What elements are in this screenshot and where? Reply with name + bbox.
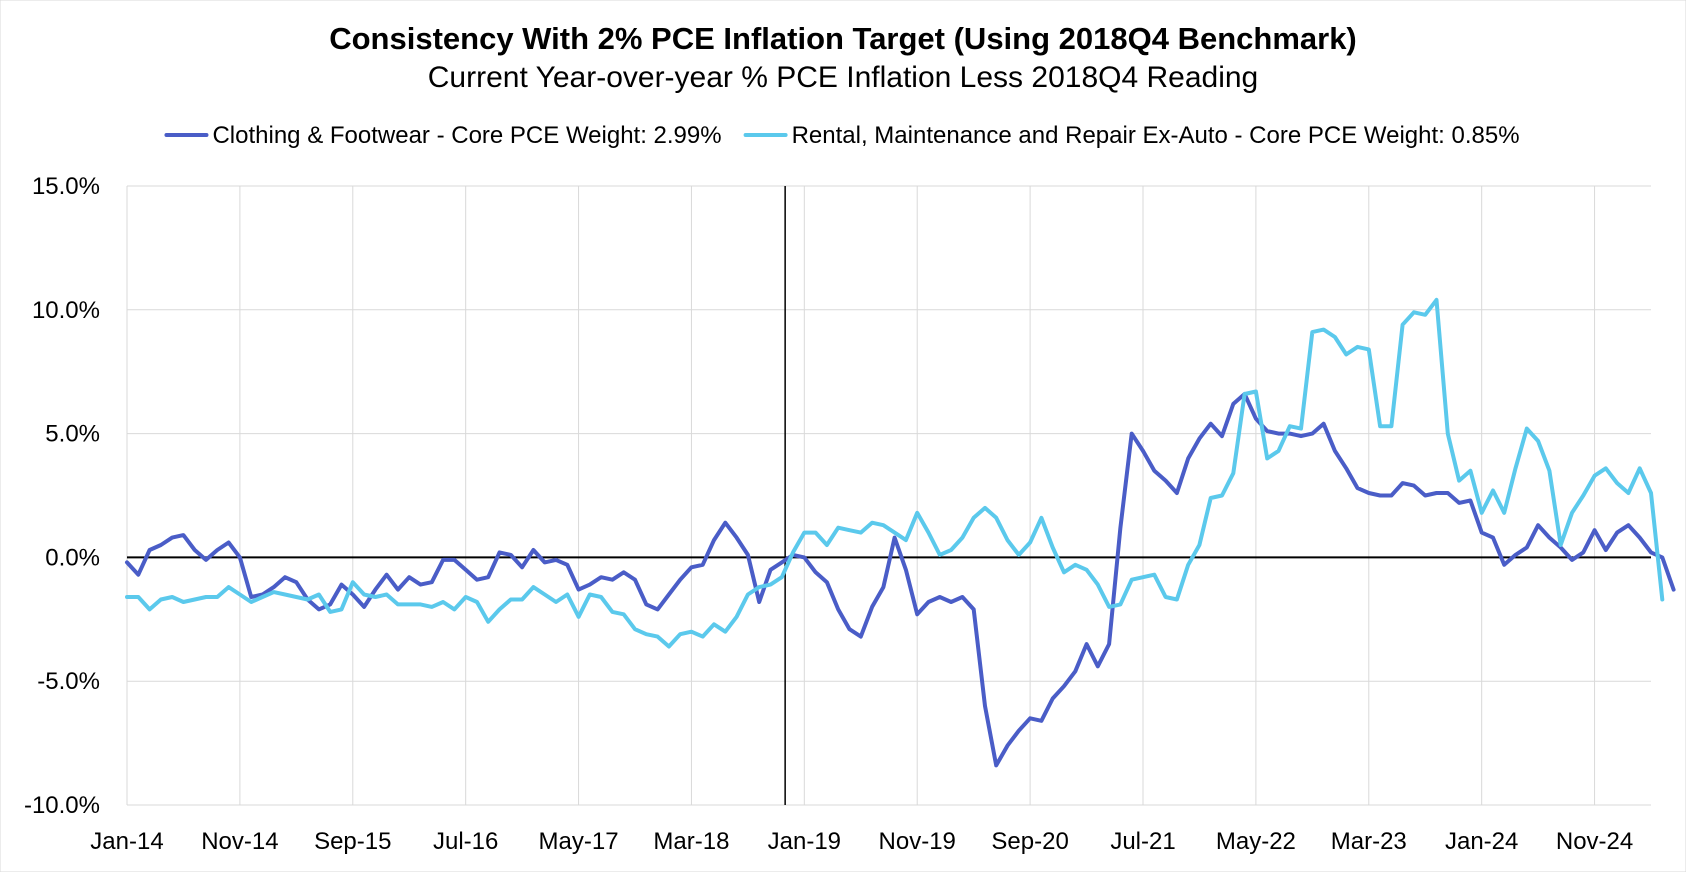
x-tick-label: Jan-14 <box>90 828 163 855</box>
x-tick-label: Mar-18 <box>653 828 729 855</box>
x-tick-label: Jul-21 <box>1110 828 1175 855</box>
legend-label: Rental, Maintenance and Repair Ex-Auto -… <box>792 122 1520 149</box>
x-axis: Jan-14 Nov-14 Sep-15 Jul-16 May-17 Mar-18 Jan-… <box>90 828 1633 855</box>
plot-area <box>125 297 1676 768</box>
x-tick-label: Mar-23 <box>1331 828 1407 855</box>
series-line-1 <box>125 392 1676 768</box>
y-tick-label: 5.0% <box>45 421 100 448</box>
y-tick-label: 10.0% <box>32 297 100 324</box>
x-tick-label: Sep-15 <box>314 828 391 855</box>
y-tick-label: -10.0% <box>24 792 100 819</box>
y-tick-label: -5.0% <box>37 668 100 695</box>
x-tick-label: Sep-20 <box>991 828 1068 855</box>
y-tick-label: 15.0% <box>32 173 100 200</box>
x-tick-label: Nov-24 <box>1556 828 1633 855</box>
x-tick-label: Jan-19 <box>768 828 841 855</box>
legend: Clothing & Footwear - Core PCE Weight: 2… <box>164 122 1520 149</box>
chart-subtitle: Current Year-over-year % PCE Inflation L… <box>428 61 1258 94</box>
x-tick-label: Nov-14 <box>201 828 278 855</box>
x-tick-label: Nov-19 <box>879 828 956 855</box>
legend-label: Clothing & Footwear - Core PCE Weight: 2… <box>212 122 721 149</box>
x-tick-label: May-17 <box>539 828 619 855</box>
x-tick-label: Jan-24 <box>1445 828 1518 855</box>
chart-title: Consistency With 2% PCE Inflation Target… <box>329 21 1357 56</box>
series-line-2 <box>125 297 1665 649</box>
y-tick-label: 0.0% <box>45 544 100 571</box>
x-tick-label: May-22 <box>1216 828 1296 855</box>
x-tick-label: Jul-16 <box>433 828 498 855</box>
y-axis: 15.0% 10.0% 5.0% 0.0% -5.0% -10.0% <box>24 173 100 819</box>
